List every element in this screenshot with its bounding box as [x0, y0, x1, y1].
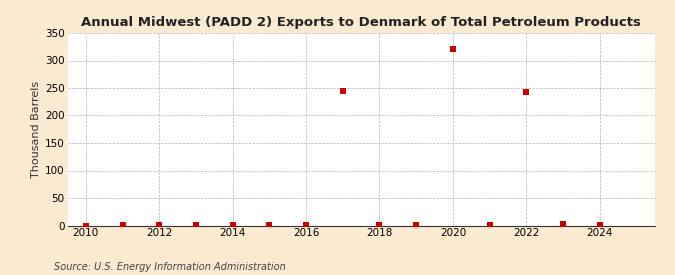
Text: Source: U.S. Energy Information Administration: Source: U.S. Energy Information Administ… [54, 262, 286, 272]
Point [300, 223, 311, 227]
Point [521, 90, 532, 94]
Point [80, 223, 91, 228]
Point [558, 222, 568, 227]
Point [190, 223, 201, 227]
Point [448, 47, 458, 51]
Point [594, 223, 605, 227]
Point [374, 223, 385, 227]
Point [411, 223, 422, 227]
Y-axis label: Thousand Barrels: Thousand Barrels [31, 81, 40, 178]
Point [338, 89, 348, 94]
Point [484, 223, 495, 227]
Title: Annual Midwest (PADD 2) Exports to Denmark of Total Petroleum Products: Annual Midwest (PADD 2) Exports to Denma… [81, 16, 641, 29]
Point [154, 223, 165, 227]
Point [264, 223, 275, 227]
Point [227, 223, 238, 227]
Point [117, 223, 128, 227]
